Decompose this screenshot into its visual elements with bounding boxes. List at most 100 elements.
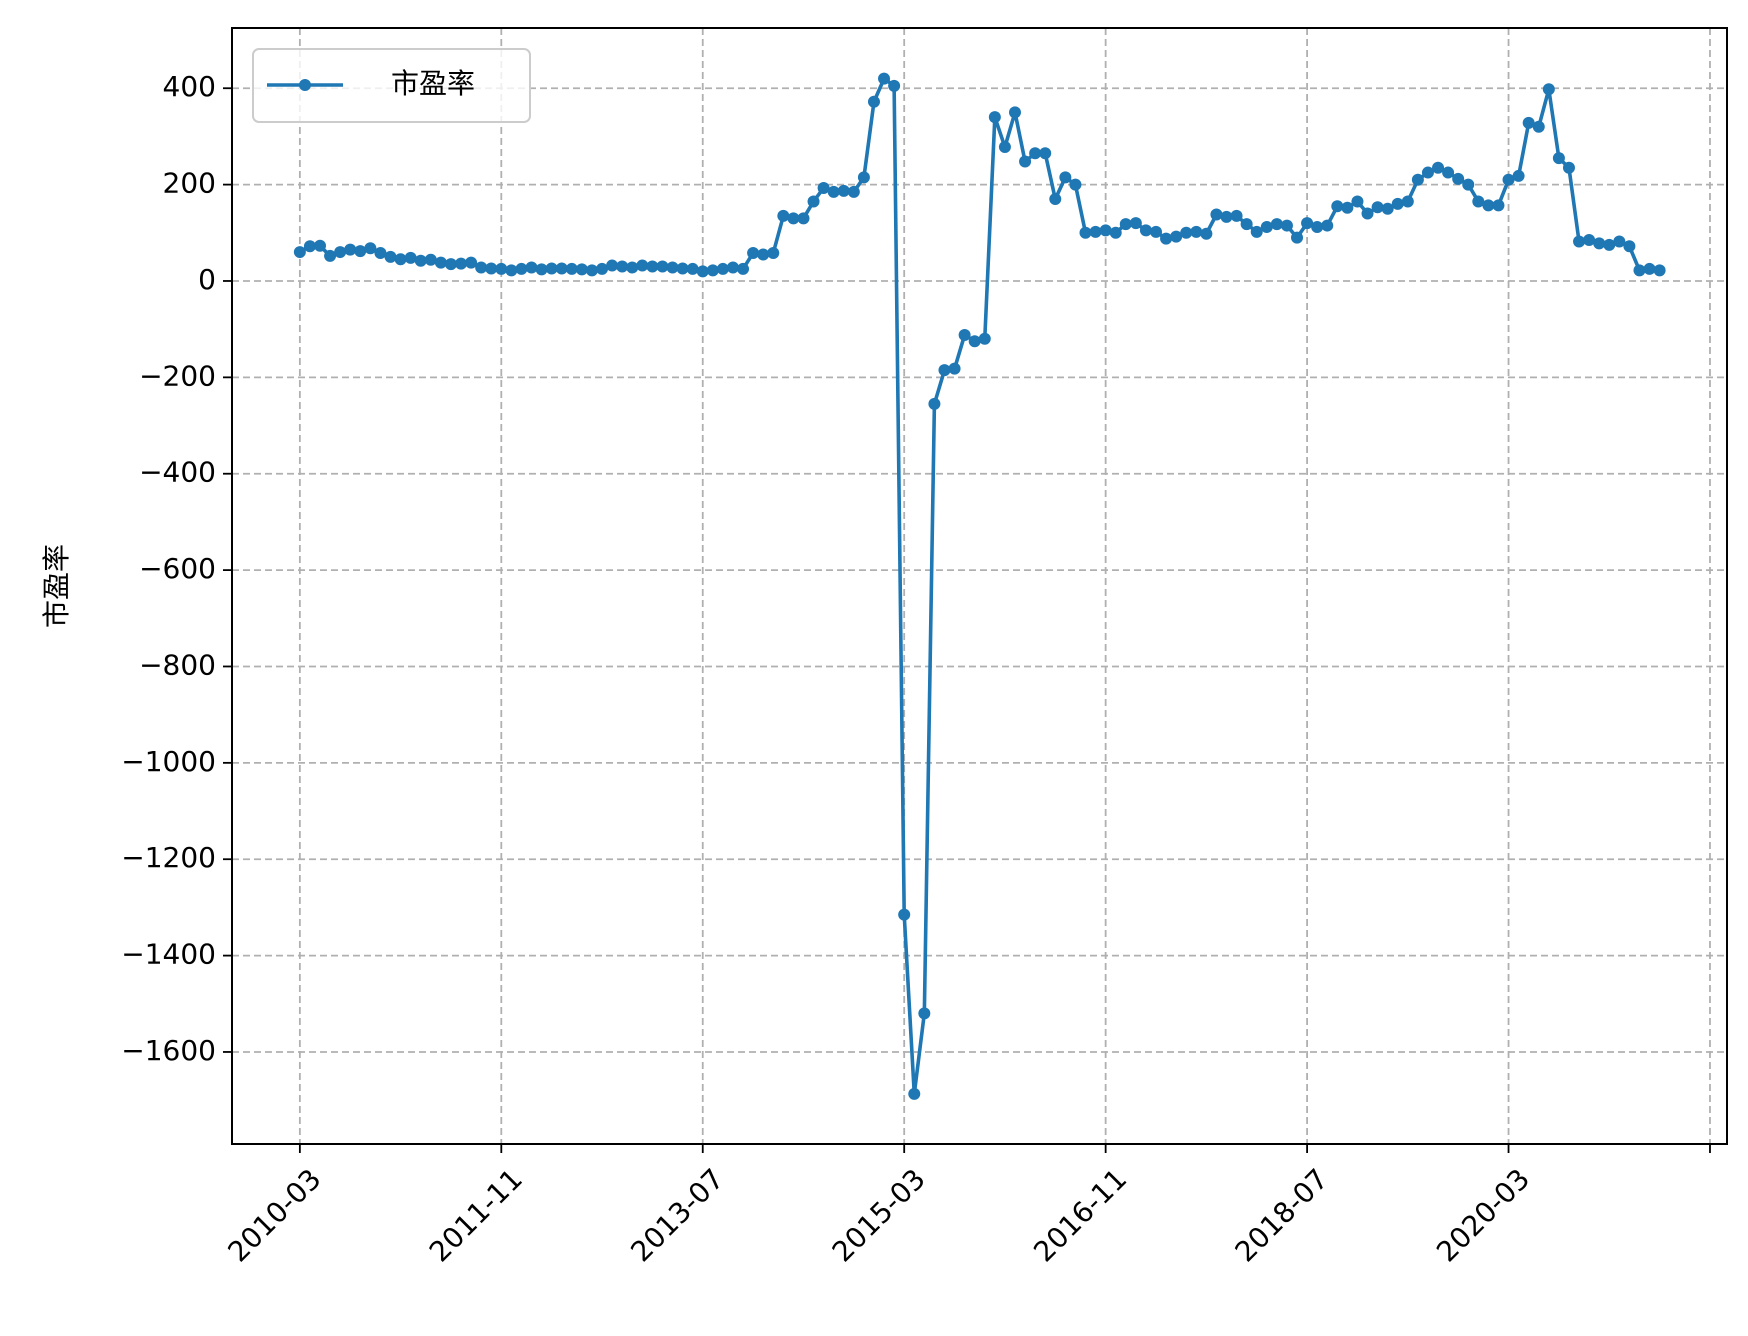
marker (1482, 199, 1495, 212)
marker (988, 111, 1001, 124)
marker (585, 264, 598, 277)
marker (1593, 237, 1606, 250)
marker (888, 79, 901, 92)
x-tick-label: 2018-07 (1229, 1162, 1335, 1268)
marker (807, 195, 820, 208)
marker (1139, 224, 1152, 237)
marker (1210, 208, 1223, 221)
y-tick-label: 0 (198, 263, 216, 296)
marker (1472, 195, 1485, 208)
marker (1029, 147, 1042, 160)
marker (1411, 173, 1424, 186)
marker (827, 185, 840, 198)
marker (1371, 201, 1384, 214)
y-tick-label: −200 (139, 359, 216, 392)
marker (575, 263, 588, 276)
marker (1381, 202, 1394, 215)
x-tick-label: 2010-03 (221, 1162, 327, 1268)
marker (686, 262, 699, 275)
marker (404, 251, 417, 264)
marker (908, 1087, 921, 1100)
marker (1230, 209, 1243, 222)
marker (495, 262, 508, 275)
marker (1280, 219, 1293, 232)
marker (1129, 217, 1142, 230)
y-tick-label: −600 (139, 552, 216, 585)
x-tick-label: 2011-11 (423, 1162, 529, 1268)
marker (596, 262, 609, 275)
marker (998, 141, 1011, 154)
marker (545, 262, 558, 275)
marker (434, 256, 447, 269)
marker (1170, 230, 1183, 243)
y-tick-label: −1600 (121, 1034, 216, 1067)
marker (1099, 224, 1112, 237)
axes-frame (231, 27, 1728, 1145)
legend-marker (299, 79, 311, 91)
marker (1391, 197, 1404, 210)
marker (1160, 232, 1173, 245)
marker (1109, 226, 1122, 239)
marker (455, 257, 468, 270)
marker (1351, 195, 1364, 208)
marker (676, 262, 689, 275)
marker (666, 261, 679, 274)
marker (1542, 83, 1555, 96)
marker (1069, 178, 1082, 191)
x-tick-label: 2015-03 (826, 1162, 932, 1268)
marker (384, 250, 397, 263)
marker (1220, 210, 1233, 223)
marker (1321, 219, 1334, 232)
marker (424, 253, 437, 266)
marker (525, 261, 538, 274)
marker (1049, 193, 1062, 206)
x-tick-label: 2013-07 (624, 1162, 730, 1268)
marker (1331, 200, 1344, 213)
legend-box (252, 48, 531, 123)
marker (303, 240, 316, 253)
marker (636, 259, 649, 272)
y-tick-label: 400 (163, 70, 216, 103)
marker (616, 260, 629, 273)
marker (1190, 225, 1203, 238)
marker (1119, 218, 1132, 231)
marker (928, 397, 941, 410)
marker (1583, 234, 1596, 247)
marker (515, 262, 528, 275)
marker (1250, 225, 1263, 238)
marker (364, 242, 377, 255)
marker (696, 265, 709, 278)
marker (1361, 207, 1374, 220)
marker (978, 332, 991, 345)
marker (535, 263, 548, 276)
marker (1512, 169, 1525, 182)
marker (918, 1007, 931, 1020)
marker (394, 253, 407, 266)
marker (797, 212, 810, 225)
x-tick-label: 2016-11 (1027, 1162, 1133, 1268)
marker (1291, 231, 1304, 244)
marker (344, 243, 357, 256)
line (298, 76, 1660, 1096)
marker (1421, 166, 1434, 179)
y-tick-label: −1400 (121, 938, 216, 971)
marker (626, 261, 639, 274)
marker (1270, 218, 1283, 231)
marker (475, 261, 488, 274)
marker (1623, 240, 1636, 253)
marker (878, 72, 891, 85)
marker (938, 364, 951, 377)
y-tick-label: −800 (139, 648, 216, 681)
marker (1089, 225, 1102, 238)
marker (565, 262, 578, 275)
marker (465, 256, 478, 269)
marker (646, 260, 659, 273)
marker (1039, 147, 1052, 160)
marker (1502, 173, 1515, 186)
marker (1260, 221, 1273, 234)
marker (1240, 218, 1253, 231)
marker (374, 247, 387, 260)
legend-label: 市盈率 (391, 67, 475, 100)
y-tick-label: −1000 (121, 745, 216, 778)
